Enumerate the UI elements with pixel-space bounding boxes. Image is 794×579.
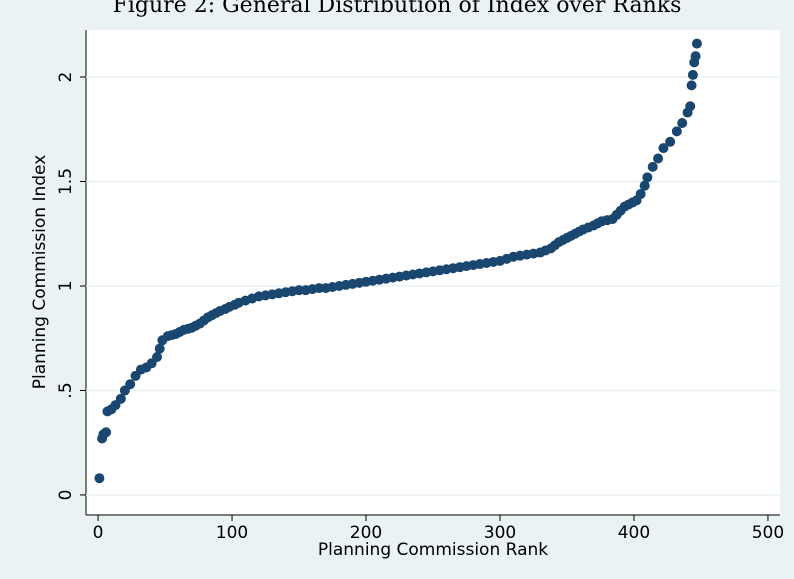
x-axis-label: Planning Commission Rank	[318, 540, 548, 560]
point	[647, 161, 658, 172]
point	[639, 180, 650, 191]
point	[691, 38, 702, 49]
chart-title: Figure 2: General Distribution of Index …	[113, 0, 682, 18]
point	[642, 172, 653, 183]
x-tick-label: 500	[752, 523, 784, 543]
point	[125, 379, 136, 390]
point	[635, 189, 646, 200]
y-tick-label: 0	[56, 490, 76, 501]
point	[94, 473, 105, 484]
y-axis-label: Planning Commission Index	[30, 155, 50, 390]
point	[665, 136, 676, 147]
x-tick-label: 400	[618, 523, 650, 543]
y-tick-label: .5	[56, 382, 76, 398]
point	[154, 343, 165, 354]
point	[671, 126, 682, 137]
point	[690, 51, 701, 62]
point	[115, 393, 126, 404]
x-tick-label: 0	[93, 523, 104, 543]
point	[685, 101, 696, 112]
y-tick-label: 1	[56, 281, 76, 292]
point	[677, 117, 688, 128]
y-tick-label: 2	[56, 72, 76, 83]
point	[687, 69, 698, 80]
x-tick-label: 300	[484, 523, 516, 543]
point	[658, 143, 669, 154]
point	[101, 427, 112, 438]
x-tick-label: 100	[216, 523, 248, 543]
point	[653, 153, 664, 164]
x-tick-label: 200	[350, 523, 382, 543]
y-tick-label: 1.5	[56, 168, 76, 195]
point	[152, 352, 163, 363]
point	[686, 80, 697, 91]
